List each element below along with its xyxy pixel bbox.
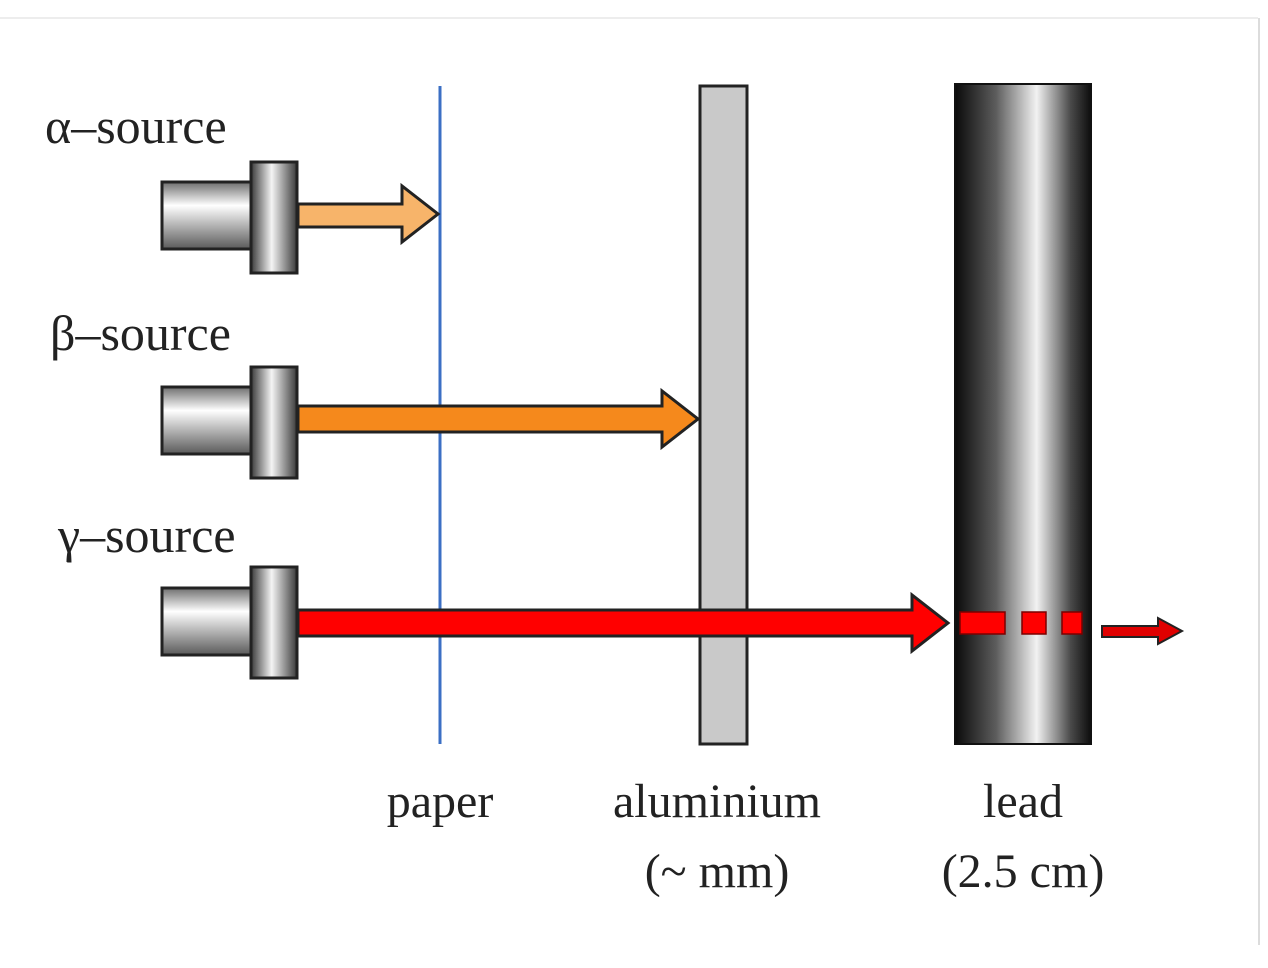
gamma-source: γ–source <box>57 507 951 680</box>
beta-source-housing <box>160 385 256 456</box>
gamma-ray-in-lead <box>959 611 1083 635</box>
alpha-source: α–source <box>45 98 441 275</box>
beta-source-label: β–source <box>50 305 231 361</box>
gamma-dash-segment <box>1021 611 1047 635</box>
gamma-ray-arrow <box>296 591 951 655</box>
paper-label: paper <box>387 775 494 828</box>
aluminium-label: aluminium <box>613 775 821 828</box>
lead-label: lead <box>983 775 1063 828</box>
alpha-source-flange <box>249 160 299 275</box>
gamma-dash-segment <box>1061 611 1083 635</box>
alpha-source-housing <box>160 180 256 251</box>
alpha-ray-arrow <box>296 182 441 246</box>
gamma-source-housing <box>160 586 256 657</box>
beta-ray-arrow <box>296 387 701 451</box>
gamma-source-flange <box>249 565 299 680</box>
gamma-source-label: γ–source <box>57 507 236 563</box>
lead-block <box>954 83 1092 745</box>
gamma-ray-exit-arrow <box>1101 616 1185 646</box>
lead-thickness-label: (2.5 cm) <box>942 845 1105 898</box>
alpha-source-label: α–source <box>45 98 227 154</box>
beta-source-flange <box>249 365 299 480</box>
beta-source: β–source <box>50 305 701 480</box>
gamma-dash-segment <box>959 611 1006 635</box>
aluminium-plate <box>698 84 749 746</box>
aluminium-thickness-label: (~ mm) <box>645 845 790 898</box>
